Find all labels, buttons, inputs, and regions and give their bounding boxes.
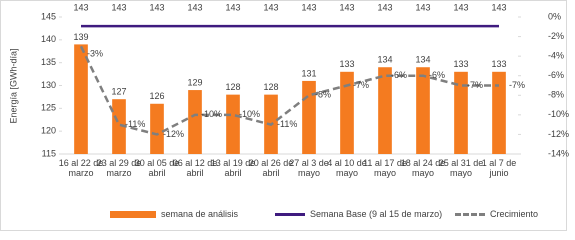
growth-value-label: -7%: [353, 80, 369, 90]
growth-value-label: -6%: [391, 70, 407, 80]
legend-label: Semana Base (9 al 15 de marzo): [310, 209, 443, 219]
bar: [492, 71, 506, 154]
bar-value-label: 129: [187, 77, 202, 87]
bar-value-label: 133: [491, 59, 506, 69]
chart-border: [0, 0, 567, 231]
bar: [150, 103, 164, 154]
bar-value-label: 128: [225, 82, 240, 92]
bar: [340, 71, 354, 154]
legend-label: semana de análisis: [161, 209, 239, 219]
y2-tick-label: -10%: [548, 109, 569, 119]
y-tick-label: 145: [41, 11, 56, 21]
legend-swatch: [455, 212, 485, 216]
y-tick-label: 135: [41, 57, 56, 67]
base-value-label: 143: [149, 2, 164, 12]
y-tick-label: 140: [41, 34, 56, 44]
base-value-label: 143: [225, 2, 240, 12]
x-tick-label: 27 al 3 de mayo: [289, 158, 329, 178]
base-value-label: 143: [415, 2, 430, 12]
bar: [74, 44, 88, 154]
base-value-label: 143: [187, 2, 202, 12]
bar-value-label: 134: [377, 55, 392, 65]
base-value-label: 143: [111, 2, 126, 12]
x-tick-label: 11 al 17 de mayo: [363, 158, 407, 178]
growth-value-label: -3%: [87, 49, 103, 59]
bar-value-label: 131: [301, 68, 316, 78]
base-value-label: 143: [263, 2, 278, 12]
bar: [112, 99, 126, 154]
legend-swatch: [110, 210, 156, 218]
x-tick-label: 13 al 19 de abril: [210, 158, 256, 178]
bar-value-label: 134: [415, 55, 430, 65]
y-axis-title: Energía [GWh-día]: [8, 48, 18, 123]
y2-tick-label: -8%: [548, 90, 564, 100]
bar: [378, 67, 392, 154]
bar: [188, 90, 202, 154]
growth-value-label: -8%: [315, 90, 331, 100]
x-tick-label: 20 al 26 de abril: [248, 158, 294, 178]
x-tick-label: 30 al 05 de abril: [134, 158, 180, 178]
legend-item: Crecimiento: [455, 209, 538, 219]
growth-value-label: -12%: [163, 129, 184, 139]
y-tick-label: 120: [41, 126, 56, 136]
x-tick-label: 16 al 22 de marzo: [58, 158, 104, 178]
y2-tick-label: -12%: [548, 129, 569, 139]
bar: [416, 67, 430, 154]
growth-value-label: -6%: [429, 70, 445, 80]
base-value-label: 143: [453, 2, 468, 12]
bar: [302, 80, 316, 154]
bar-value-label: 127: [111, 87, 126, 97]
bar-value-label: 126: [149, 91, 164, 101]
base-value-label: 143: [73, 2, 88, 12]
x-tick-label: 06 al 12 de abril: [172, 158, 218, 178]
base-value-label: 143: [301, 2, 316, 12]
growth-value-label: -10%: [201, 109, 222, 119]
base-value-label: 143: [491, 2, 506, 12]
growth-value-label: -10%: [239, 109, 260, 119]
base-value-label: 143: [339, 2, 354, 12]
y2-tick-label: -4%: [548, 51, 564, 61]
growth-value-label: -11%: [277, 119, 297, 129]
legend-item: semana de análisis: [110, 209, 238, 219]
bar-value-label: 133: [339, 59, 354, 69]
x-tick-label: 1 al 7 de junio: [481, 158, 517, 178]
y2-tick-label: -2%: [548, 31, 564, 41]
x-tick-label: 23 al 29 de marzo: [96, 158, 142, 178]
growth-value-label: -11%: [125, 119, 145, 129]
bar: [226, 94, 240, 154]
bar-value-label: 139: [73, 32, 88, 42]
x-tick-label: 18 al 24 de mayo: [400, 158, 446, 178]
y-tick-label: 125: [41, 103, 56, 113]
legend-item: Semana Base (9 al 15 de marzo): [275, 209, 442, 219]
y-tick-label: 115: [42, 148, 56, 158]
bar-value-label: 133: [453, 59, 468, 69]
growth-line: [79, 45, 499, 136]
base-value-label: 143: [377, 2, 392, 12]
x-tick-label: 4 al 10 de mayo: [327, 158, 367, 178]
y2-tick-label: -14%: [548, 148, 569, 158]
y-tick-label: 130: [41, 80, 56, 90]
growth-value-label: -7%: [509, 80, 525, 90]
y2-tick-label: 0%: [548, 11, 561, 21]
x-tick-label: 25 al 31 de mayo: [438, 158, 484, 178]
legend-label: Crecimiento: [490, 209, 539, 219]
legend-swatch: [275, 212, 305, 216]
bar: [454, 71, 468, 154]
y2-tick-label: -6%: [548, 70, 564, 80]
bar-value-label: 128: [263, 82, 278, 92]
growth-value-label: -7%: [467, 80, 483, 90]
